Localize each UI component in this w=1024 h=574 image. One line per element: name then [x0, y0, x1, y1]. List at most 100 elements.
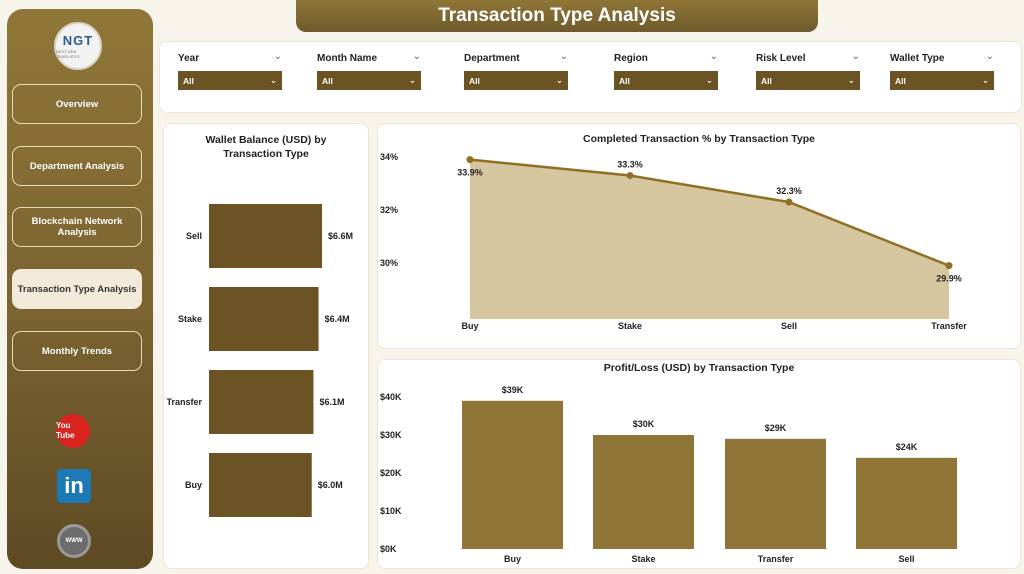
completed-transaction-panel: Completed Transaction % by Transaction T…	[377, 123, 1021, 349]
linkedin-icon[interactable]: in	[57, 469, 91, 503]
filter-bar: Year ⌄ All ⌄ Month Name ⌄ All ⌄ Department…	[159, 41, 1022, 113]
category-label: Stake	[178, 314, 202, 324]
logo-text: NGT	[62, 33, 94, 48]
dropdown-value: All	[183, 75, 194, 86]
chevron-down-icon[interactable]: ⌄	[851, 51, 860, 62]
data-label: $6.6M	[328, 231, 353, 241]
year-dropdown[interactable]: All ⌄	[178, 71, 282, 90]
nav-blockchain-network-analysis-button[interactable]: Blockchain Network Analysis	[12, 207, 142, 247]
y-tick-label: $10K	[380, 506, 402, 516]
nav-transaction-type-analysis-button[interactable]: Transaction Type Analysis	[12, 269, 142, 309]
x-tick-label: Stake	[618, 321, 642, 331]
bar	[209, 287, 319, 351]
chevron-down-icon[interactable]: ⌄	[985, 51, 994, 62]
nav-department-analysis-button[interactable]: Department Analysis	[12, 146, 142, 186]
website-globe-icon[interactable]: WWW	[57, 524, 91, 558]
dropdown-value: All	[761, 75, 772, 86]
x-tick-label: Transfer	[931, 321, 967, 331]
x-tick-label: Sell	[898, 554, 914, 564]
x-tick-label: Transfer	[758, 554, 794, 564]
nav-label: Overview	[55, 98, 99, 110]
filter-label: Region	[614, 53, 648, 64]
month-name-dropdown[interactable]: All ⌄	[317, 71, 421, 90]
filter-wallet-type: Wallet Type ⌄ All ⌄	[890, 51, 994, 90]
wallet-balance-panel: Wallet Balance (USD) by Transaction Type…	[163, 123, 369, 569]
data-point	[466, 156, 474, 164]
chevron-down-icon[interactable]: ⌄	[273, 51, 282, 62]
wallet-balance-chart: Sell $6.6M Stake $6.4M Transfer $6.1M Buy $6.0M	[166, 204, 353, 517]
bar	[856, 457, 957, 549]
department-dropdown[interactable]: All ⌄	[464, 71, 568, 90]
data-label: $39K	[502, 385, 524, 395]
data-point	[626, 172, 634, 180]
data-label: $6.4M	[325, 314, 350, 324]
data-label: $6.0M	[318, 480, 343, 490]
x-tick-label: Buy	[461, 321, 478, 331]
filter-risk-level: Risk Level ⌄ All ⌄	[756, 51, 860, 90]
nav-monthly-trends-button[interactable]: Monthly Trends	[12, 331, 142, 371]
chart-title: Profit/Loss (USD) by Transaction Type	[603, 362, 795, 374]
filter-label: Month Name	[317, 53, 377, 64]
category-label: Buy	[185, 480, 202, 490]
data-point	[945, 262, 953, 270]
area-fill	[470, 159, 949, 319]
bar	[725, 438, 826, 549]
dropdown-value: All	[322, 75, 333, 86]
filter-label: Department	[464, 53, 520, 64]
dropdown-value: All	[895, 75, 906, 86]
category-label: Transfer	[166, 397, 202, 407]
y-tick-label: 30%	[380, 258, 398, 268]
filter-month-name: Month Name ⌄ All ⌄	[317, 51, 421, 90]
filter-label: Risk Level	[756, 53, 806, 64]
y-tick-label: $30K	[380, 430, 402, 440]
filter-label: Year	[178, 53, 200, 64]
chevron-down-icon: ⌄	[555, 75, 563, 85]
filter-label: Wallet Type	[890, 53, 945, 64]
data-label: 32.3%	[776, 186, 802, 196]
risk-level-dropdown[interactable]: All ⌄	[756, 71, 860, 90]
dropdown-value: All	[619, 75, 630, 86]
logo-subtext: NEXT GEN TEMPLATES	[56, 49, 80, 59]
data-label: $24K	[896, 442, 918, 452]
chevron-down-icon[interactable]: ⌄	[709, 51, 718, 62]
x-tick-label: Buy	[504, 554, 521, 564]
website-text: WWW	[65, 538, 83, 544]
nav-label: Monthly Trends	[41, 345, 113, 357]
nav-label: Department Analysis	[29, 160, 125, 172]
data-label: 33.3%	[617, 160, 643, 170]
y-tick-label: 32%	[380, 205, 398, 215]
data-label: $29K	[765, 423, 787, 433]
bar	[209, 453, 312, 517]
region-dropdown[interactable]: All ⌄	[614, 71, 718, 90]
series-line	[469, 158, 950, 267]
category-label: Sell	[186, 231, 202, 241]
filter-year: Year ⌄ All ⌄	[178, 51, 282, 90]
y-tick-label: $40K	[380, 392, 402, 402]
data-point	[785, 198, 793, 206]
bar	[593, 435, 694, 549]
chevron-down-icon: ⌄	[847, 75, 855, 85]
chevron-down-icon: ⌄	[269, 75, 277, 85]
data-label: $6.1M	[319, 397, 344, 407]
chevron-down-icon[interactable]: ⌄	[412, 51, 421, 62]
dropdown-value: All	[469, 75, 480, 86]
profit-loss-panel: Profit/Loss (USD) by Transaction Type $4…	[377, 359, 1021, 569]
y-tick-label: $0K	[380, 544, 397, 554]
youtube-icon[interactable]: You Tube	[56, 414, 90, 448]
chevron-down-icon: ⌄	[981, 75, 989, 85]
chevron-down-icon: ⌄	[705, 75, 713, 85]
wallet-type-dropdown[interactable]: All ⌄	[890, 71, 994, 90]
logo: NGT NEXT GEN TEMPLATES	[54, 22, 102, 70]
sidebar: NGT NEXT GEN TEMPLATES Overview Departme…	[7, 9, 153, 569]
profit-loss-chart: $40K $30K $20K $10K $0K $39K Buy $30K Stake $29K T…	[380, 385, 957, 564]
linkedin-text: in	[64, 473, 84, 498]
chart-title: Wallet Balance (USD) by Transaction Type	[205, 134, 327, 160]
data-label: 29.9%	[936, 274, 962, 284]
y-tick-label: 34%	[380, 152, 398, 162]
nav-label: Blockchain Network Analysis	[31, 216, 123, 238]
chevron-down-icon: ⌄	[408, 75, 416, 85]
chevron-down-icon[interactable]: ⌄	[559, 51, 568, 62]
nav-overview-button[interactable]: Overview	[12, 84, 142, 124]
youtube-text: You Tube	[56, 421, 75, 440]
filter-department: Department ⌄ All ⌄	[464, 51, 568, 90]
